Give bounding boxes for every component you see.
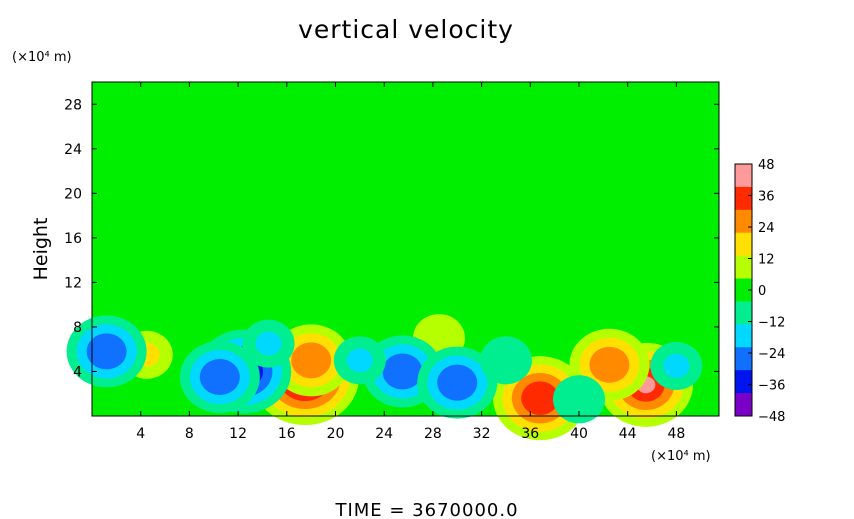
x-axis: 4 8 12 16 20 24 28 32 36 40 44 48	[136, 82, 685, 442]
x-tick-label: 24	[375, 426, 393, 442]
x-tick-label: 44	[619, 426, 637, 442]
colorbar: 48 36 24 12 0 −12 −24 −36 −48	[734, 158, 785, 425]
x-tick-label: 12	[229, 426, 247, 442]
colorbar-segment	[735, 164, 752, 188]
y-axis: 4 8 12 16 20 24 28	[64, 97, 719, 380]
y-axis-unit: (×10⁴ m)	[12, 50, 72, 65]
x-tick-label: 48	[667, 426, 685, 442]
y-axis-label: Height	[30, 218, 52, 281]
colorbar-tick-label: 24	[758, 221, 775, 236]
y-tick-label: 12	[64, 275, 82, 291]
colorbar-tick-label: −48	[758, 410, 785, 425]
x-tick-label: 8	[185, 426, 194, 442]
y-tick-label: 8	[73, 320, 82, 336]
heat-feature	[493, 356, 588, 441]
heat-feature	[333, 336, 386, 385]
heatmap-field	[66, 197, 703, 441]
heat-feature	[535, 219, 574, 256]
colorbar-tick-label: 36	[758, 190, 775, 205]
colorbar-tick-label: 0	[758, 284, 766, 299]
heat-feature	[479, 336, 532, 385]
heat-contour	[663, 353, 690, 378]
heat-feature	[179, 341, 260, 414]
y-tick-label: 16	[64, 231, 82, 247]
y-tick-label: 24	[64, 142, 82, 158]
heat-contour	[96, 342, 117, 361]
colorbar-segment	[735, 347, 752, 371]
y-tick-label: 28	[64, 97, 82, 113]
x-tick-label: 36	[521, 426, 539, 442]
heat-feature	[242, 319, 295, 368]
heat-contour	[425, 326, 452, 351]
heat-contour	[447, 373, 468, 392]
colorbar-segment	[735, 301, 752, 325]
heat-contour	[599, 355, 620, 374]
heat-feature	[552, 375, 605, 424]
heat-feature	[365, 197, 404, 234]
heat-contour	[209, 368, 230, 387]
colorbar-segment	[735, 209, 752, 234]
x-tick-label: 16	[278, 426, 296, 442]
x-tick-label: 40	[570, 426, 588, 442]
x-tick-label: 4	[136, 426, 145, 442]
colorbar-segment	[735, 255, 752, 280]
x-tick-label: 32	[473, 426, 491, 442]
x-tick-label: 28	[424, 426, 442, 442]
plot-area	[66, 81, 720, 441]
heat-contour	[255, 331, 282, 356]
plot-frame	[91, 81, 720, 417]
heat-contour	[565, 387, 592, 412]
x-tick-label: 20	[327, 426, 345, 442]
colorbar-segment	[735, 232, 752, 257]
heat-contour	[535, 219, 574, 256]
heat-feature	[417, 346, 498, 419]
colorbar-segment	[735, 324, 752, 348]
time-label: TIME = 3670000.0	[334, 500, 518, 519]
heat-feature	[650, 341, 703, 390]
colorbar-segment	[735, 186, 752, 211]
x-axis-unit: (×10⁴ m)	[651, 449, 711, 464]
y-tick-label: 20	[64, 186, 82, 202]
y-tick-label: 4	[73, 364, 82, 380]
chart-title: vertical velocity	[298, 15, 514, 44]
colorbar-segment	[735, 278, 752, 302]
colorbar-segment	[735, 393, 752, 417]
heat-contour	[301, 351, 322, 370]
colorbar-segment	[735, 370, 752, 394]
heat-contour	[392, 362, 413, 381]
colorbar-tick-label: −36	[758, 379, 785, 394]
colorbar-tick-label: −12	[758, 316, 785, 331]
heat-contour	[346, 348, 373, 373]
heat-contour	[365, 197, 404, 234]
heat-contour	[492, 348, 519, 373]
colorbar-tick-label: 48	[758, 158, 775, 173]
heat-contour	[530, 389, 550, 407]
colorbar-tick-label: 12	[758, 253, 775, 268]
colorbar-tick-label: −24	[758, 347, 785, 362]
